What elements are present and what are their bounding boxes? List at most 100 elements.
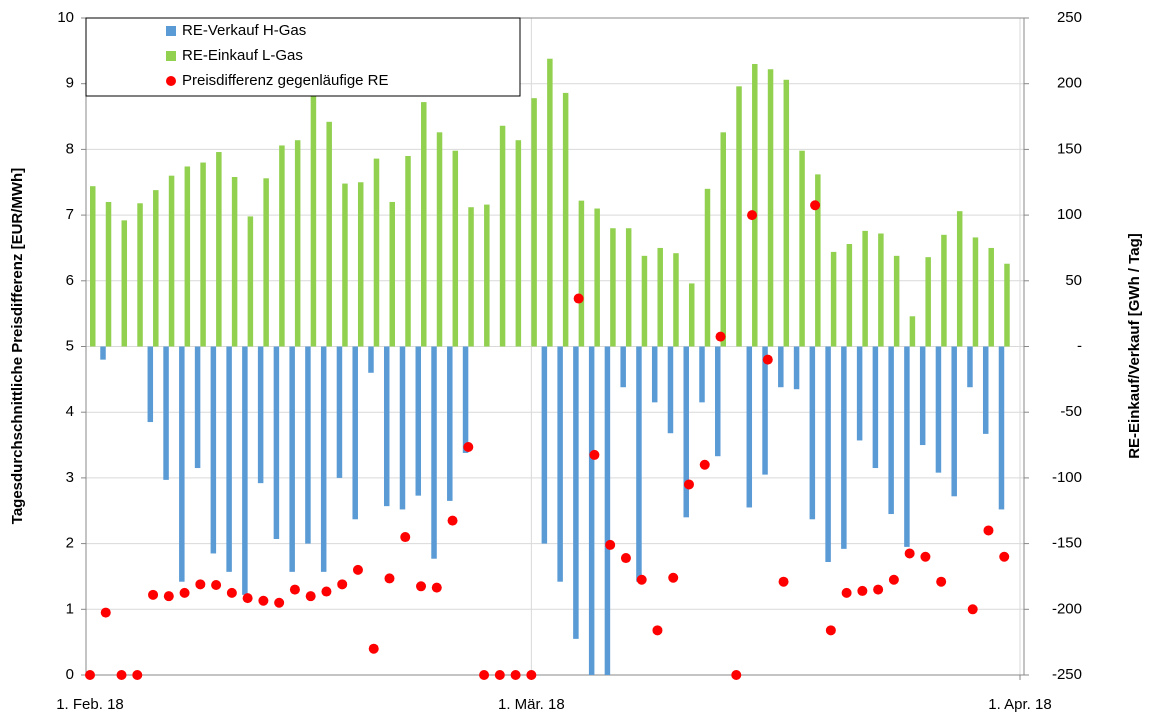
bar xyxy=(862,230,868,347)
legend-swatch xyxy=(166,76,176,86)
dot xyxy=(305,591,316,602)
bar xyxy=(468,207,474,347)
dot xyxy=(731,670,742,680)
y-tick-label: 2 xyxy=(66,535,74,552)
bar xyxy=(100,346,106,360)
bar xyxy=(247,216,254,347)
bar xyxy=(841,346,847,549)
bar xyxy=(421,102,427,347)
bar xyxy=(998,346,1005,510)
bar xyxy=(967,346,973,388)
bar xyxy=(242,346,248,595)
bar xyxy=(604,346,611,675)
bar xyxy=(720,132,727,347)
dot xyxy=(652,625,663,636)
bar xyxy=(641,255,648,347)
dot xyxy=(447,515,458,526)
bar xyxy=(673,253,679,347)
bar xyxy=(383,346,390,507)
dot xyxy=(636,574,647,585)
bar xyxy=(373,158,380,347)
bar xyxy=(746,346,753,508)
bar xyxy=(699,346,705,403)
dot xyxy=(163,591,174,602)
bar xyxy=(342,183,348,347)
bar xyxy=(878,233,884,347)
dot xyxy=(810,200,821,211)
dot xyxy=(589,449,600,460)
bar xyxy=(625,228,632,347)
legend-swatch xyxy=(166,26,176,36)
bar xyxy=(153,190,159,347)
y-tick-label: 1 xyxy=(66,600,74,617)
dot xyxy=(337,579,348,590)
bar xyxy=(736,86,742,347)
bar xyxy=(105,201,112,347)
dot xyxy=(904,548,915,559)
bar xyxy=(941,234,947,347)
bar xyxy=(872,346,879,469)
bar xyxy=(636,346,642,582)
bar xyxy=(515,140,522,347)
bar xyxy=(956,211,963,347)
dot xyxy=(573,293,584,304)
bar xyxy=(562,92,569,347)
dot xyxy=(999,551,1010,562)
bar xyxy=(168,175,175,347)
bar xyxy=(830,251,837,347)
bar xyxy=(405,155,411,347)
bar xyxy=(257,346,264,484)
bar xyxy=(1004,263,1010,347)
dot xyxy=(352,564,363,575)
y2-tick-label: 200 xyxy=(1057,75,1082,92)
bar xyxy=(184,166,191,347)
bar xyxy=(573,346,579,639)
dot xyxy=(195,579,206,590)
bar xyxy=(547,58,553,347)
dot xyxy=(242,593,253,604)
bar xyxy=(988,247,994,347)
dot xyxy=(132,670,143,680)
bar xyxy=(846,244,853,347)
dot xyxy=(668,572,679,583)
bar xyxy=(216,152,222,347)
bar xyxy=(594,208,600,347)
y-tick-label: 0 xyxy=(66,666,74,683)
dot xyxy=(258,595,269,606)
dot xyxy=(699,459,710,470)
bar xyxy=(294,140,301,347)
bar xyxy=(389,201,395,347)
bar xyxy=(226,346,232,572)
y2-tick-label: 250 xyxy=(1057,9,1082,26)
dot xyxy=(715,331,726,342)
y2-tick-label: -100 xyxy=(1052,469,1082,486)
y2-tick-label: 100 xyxy=(1057,206,1082,223)
bar xyxy=(415,346,422,496)
y2-tick-label: -250 xyxy=(1052,666,1082,683)
y-tick-label: 8 xyxy=(66,140,74,157)
bar xyxy=(610,228,616,347)
bar xyxy=(210,346,217,554)
dot xyxy=(431,582,442,593)
bar xyxy=(909,316,916,347)
dot xyxy=(148,589,159,600)
y-tick-label: 9 xyxy=(66,75,74,92)
bar xyxy=(557,346,563,582)
bar xyxy=(436,132,443,347)
bar xyxy=(137,203,143,347)
dot xyxy=(274,597,285,608)
bar xyxy=(704,188,711,347)
bar xyxy=(904,346,910,547)
dot xyxy=(747,210,758,221)
bar xyxy=(683,346,689,518)
bar xyxy=(752,63,758,347)
dot xyxy=(116,670,127,680)
bar xyxy=(982,346,989,434)
bar xyxy=(793,346,800,390)
bar xyxy=(431,346,437,559)
dot xyxy=(888,574,899,585)
bar xyxy=(588,346,595,675)
bar xyxy=(809,346,816,520)
bar xyxy=(972,237,979,347)
